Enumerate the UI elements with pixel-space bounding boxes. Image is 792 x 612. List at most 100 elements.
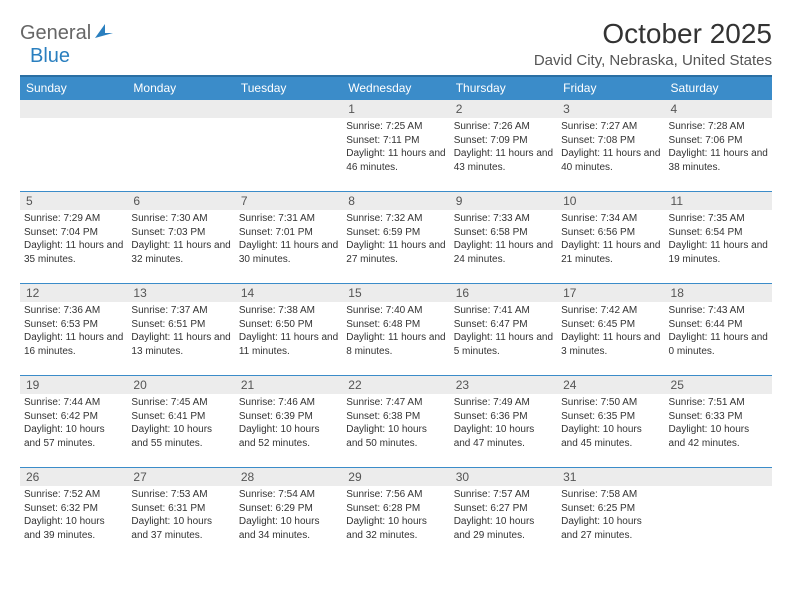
calendar-day-cell	[127, 100, 234, 192]
day-number: 3	[557, 100, 664, 118]
day-number: 30	[450, 468, 557, 486]
day-number	[665, 468, 772, 486]
day-number: 24	[557, 376, 664, 394]
day-details: Sunrise: 7:47 AMSunset: 6:38 PMDaylight:…	[346, 396, 445, 450]
weekday-header: Thursday	[450, 76, 557, 100]
calendar-day-cell: 9 Sunrise: 7:33 AMSunset: 6:58 PMDaylight…	[450, 192, 557, 284]
day-details: Sunrise: 7:26 AMSunset: 7:09 PMDaylight:…	[454, 120, 553, 174]
day-details: Sunrise: 7:56 AMSunset: 6:28 PMDaylight:…	[346, 488, 445, 542]
calendar-day-cell: 12Sunrise: 7:36 AMSunset: 6:53 PMDayligh…	[20, 284, 127, 376]
day-details: Sunrise: 7:40 AMSunset: 6:48 PMDaylight:…	[346, 304, 445, 358]
day-details: Sunrise: 7:43 AMSunset: 6:44 PMDaylight:…	[669, 304, 768, 358]
calendar-day-cell: 23Sunrise: 7:49 AMSunset: 6:36 PMDayligh…	[450, 376, 557, 468]
day-details: Sunrise: 7:53 AMSunset: 6:31 PMDaylight:…	[131, 488, 230, 542]
weekday-header: Saturday	[665, 76, 772, 100]
day-details: Sunrise: 7:34 AMSunset: 6:56 PMDaylight:…	[561, 212, 660, 266]
day-details: Sunrise: 7:35 AMSunset: 6:54 PMDaylight:…	[669, 212, 768, 266]
day-number	[20, 100, 127, 118]
day-details: Sunrise: 7:32 AMSunset: 6:59 PMDaylight:…	[346, 212, 445, 266]
day-number: 10	[557, 192, 664, 210]
day-number	[127, 100, 234, 118]
calendar-week-row: 5Sunrise: 7:29 AMSunset: 7:04 PMDaylight…	[20, 192, 772, 284]
weekday-header: Sunday	[20, 76, 127, 100]
weekday-header: Wednesday	[342, 76, 449, 100]
calendar-week-row: 26Sunrise: 7:52 AMSunset: 6:32 PMDayligh…	[20, 468, 772, 560]
calendar-body: 1Sunrise: 7:25 AMSunset: 7:11 PMDaylight…	[20, 100, 772, 560]
calendar-day-cell: 1Sunrise: 7:25 AMSunset: 7:11 PMDaylight…	[342, 100, 449, 192]
calendar-day-cell: 19 Sunrise: 7:44 AMSunset: 6:42 PMDayligh…	[20, 376, 127, 468]
day-number: 1	[342, 100, 449, 118]
calendar-day-cell: 10 Sunrise: 7:34 AMSunset: 6:56 PMDayligh…	[557, 192, 664, 284]
calendar-day-cell: 21Sunrise: 7:46 AMSunset: 6:39 PMDayligh…	[235, 376, 342, 468]
day-number: 31	[557, 468, 664, 486]
day-details: Sunrise: 7:30 AMSunset: 7:03 PMDaylight:…	[131, 212, 230, 266]
day-number: 9	[450, 192, 557, 210]
weekday-header: Tuesday	[235, 76, 342, 100]
day-details: Sunrise: 7:57 AMSunset: 6:27 PMDaylight:…	[454, 488, 553, 542]
calendar-table: SundayMondayTuesdayWednesdayThursdayFrid…	[20, 75, 772, 560]
day-number: 11	[665, 192, 772, 210]
day-details: Sunrise: 7:28 AMSunset: 7:06 PMDaylight:…	[669, 120, 768, 174]
day-number: 19	[20, 376, 127, 394]
day-details: Sunrise: 7:31 AMSunset: 7:01 PMDaylight:…	[239, 212, 338, 266]
day-number: 29	[342, 468, 449, 486]
day-details: Sunrise: 7:38 AMSunset: 6:50 PMDaylight:…	[239, 304, 338, 358]
day-number: 15	[342, 284, 449, 302]
calendar-day-cell: 7Sunrise: 7:31 AMSunset: 7:01 PMDaylight…	[235, 192, 342, 284]
day-number: 17	[557, 284, 664, 302]
calendar-day-cell: 17 Sunrise: 7:42 AMSunset: 6:45 PMDayligh…	[557, 284, 664, 376]
calendar-day-cell: 13Sunrise: 7:37 AMSunset: 6:51 PMDayligh…	[127, 284, 234, 376]
day-details: Sunrise: 7:45 AMSunset: 6:41 PMDaylight:…	[131, 396, 230, 450]
calendar-day-cell: 6 Sunrise: 7:30 AMSunset: 7:03 PMDaylight…	[127, 192, 234, 284]
calendar-day-cell: 8Sunrise: 7:32 AMSunset: 6:59 PMDaylight…	[342, 192, 449, 284]
calendar-day-cell: 4 Sunrise: 7:28 AMSunset: 7:06 PMDaylight…	[665, 100, 772, 192]
calendar-day-cell: 14 Sunrise: 7:38 AMSunset: 6:50 PMDayligh…	[235, 284, 342, 376]
calendar-day-cell: 16Sunrise: 7:41 AMSunset: 6:47 PMDayligh…	[450, 284, 557, 376]
flag-icon	[95, 24, 113, 43]
calendar-week-row: 19 Sunrise: 7:44 AMSunset: 6:42 PMDayligh…	[20, 376, 772, 468]
brand-part1: General	[20, 22, 91, 45]
day-details: Sunrise: 7:52 AMSunset: 6:32 PMDaylight:…	[24, 488, 123, 542]
weekday-header: Friday	[557, 76, 664, 100]
day-number: 28	[235, 468, 342, 486]
calendar-day-cell: 20 Sunrise: 7:45 AMSunset: 6:41 PMDayligh…	[127, 376, 234, 468]
day-details: Sunrise: 7:46 AMSunset: 6:39 PMDaylight:…	[239, 396, 338, 450]
day-details: Sunrise: 7:54 AMSunset: 6:29 PMDaylight:…	[239, 488, 338, 542]
day-details: Sunrise: 7:50 AMSunset: 6:35 PMDaylight:…	[561, 396, 660, 450]
day-number: 20	[127, 376, 234, 394]
calendar-day-cell: 5Sunrise: 7:29 AMSunset: 7:04 PMDaylight…	[20, 192, 127, 284]
calendar-day-cell: 31 Sunrise: 7:58 AMSunset: 6:25 PMDayligh…	[557, 468, 664, 560]
calendar-day-cell: 2 Sunrise: 7:26 AMSunset: 7:09 PMDaylight…	[450, 100, 557, 192]
brand-part2: Blue	[30, 45, 70, 67]
day-details: Sunrise: 7:42 AMSunset: 6:45 PMDaylight:…	[561, 304, 660, 358]
day-details: Sunrise: 7:44 AMSunset: 6:42 PMDaylight:…	[24, 396, 123, 450]
brand-logo: General	[20, 18, 115, 45]
header: General October 2025 David City, Nebrask…	[20, 18, 772, 69]
day-number: 2	[450, 100, 557, 118]
day-number: 18	[665, 284, 772, 302]
day-details: Sunrise: 7:37 AMSunset: 6:51 PMDaylight:…	[131, 304, 230, 358]
day-details: Sunrise: 7:33 AMSunset: 6:58 PMDaylight:…	[454, 212, 553, 266]
location: David City, Nebraska, United States	[534, 52, 772, 69]
calendar-day-cell	[235, 100, 342, 192]
calendar-day-cell: 15 Sunrise: 7:40 AMSunset: 6:48 PMDayligh…	[342, 284, 449, 376]
month-title: October 2025	[534, 18, 772, 50]
day-details: Sunrise: 7:41 AMSunset: 6:47 PMDaylight:…	[454, 304, 553, 358]
day-details: Sunrise: 7:36 AMSunset: 6:53 PMDaylight:…	[24, 304, 123, 358]
day-number: 23	[450, 376, 557, 394]
calendar-day-cell: 28 Sunrise: 7:54 AMSunset: 6:29 PMDayligh…	[235, 468, 342, 560]
calendar-day-cell: 30 Sunrise: 7:57 AMSunset: 6:27 PMDayligh…	[450, 468, 557, 560]
calendar-day-cell: 29 Sunrise: 7:56 AMSunset: 6:28 PMDayligh…	[342, 468, 449, 560]
day-number: 6	[127, 192, 234, 210]
calendar-day-cell	[20, 100, 127, 192]
calendar-day-cell: 27 Sunrise: 7:53 AMSunset: 6:31 PMDayligh…	[127, 468, 234, 560]
calendar-day-cell: 11 Sunrise: 7:35 AMSunset: 6:54 PMDayligh…	[665, 192, 772, 284]
day-number: 4	[665, 100, 772, 118]
day-details: Sunrise: 7:58 AMSunset: 6:25 PMDaylight:…	[561, 488, 660, 542]
day-number: 27	[127, 468, 234, 486]
calendar-day-cell	[665, 468, 772, 560]
day-details: Sunrise: 7:27 AMSunset: 7:08 PMDaylight:…	[561, 120, 660, 174]
day-number: 5	[20, 192, 127, 210]
day-number: 14	[235, 284, 342, 302]
calendar-day-cell: 3 Sunrise: 7:27 AMSunset: 7:08 PMDaylight…	[557, 100, 664, 192]
